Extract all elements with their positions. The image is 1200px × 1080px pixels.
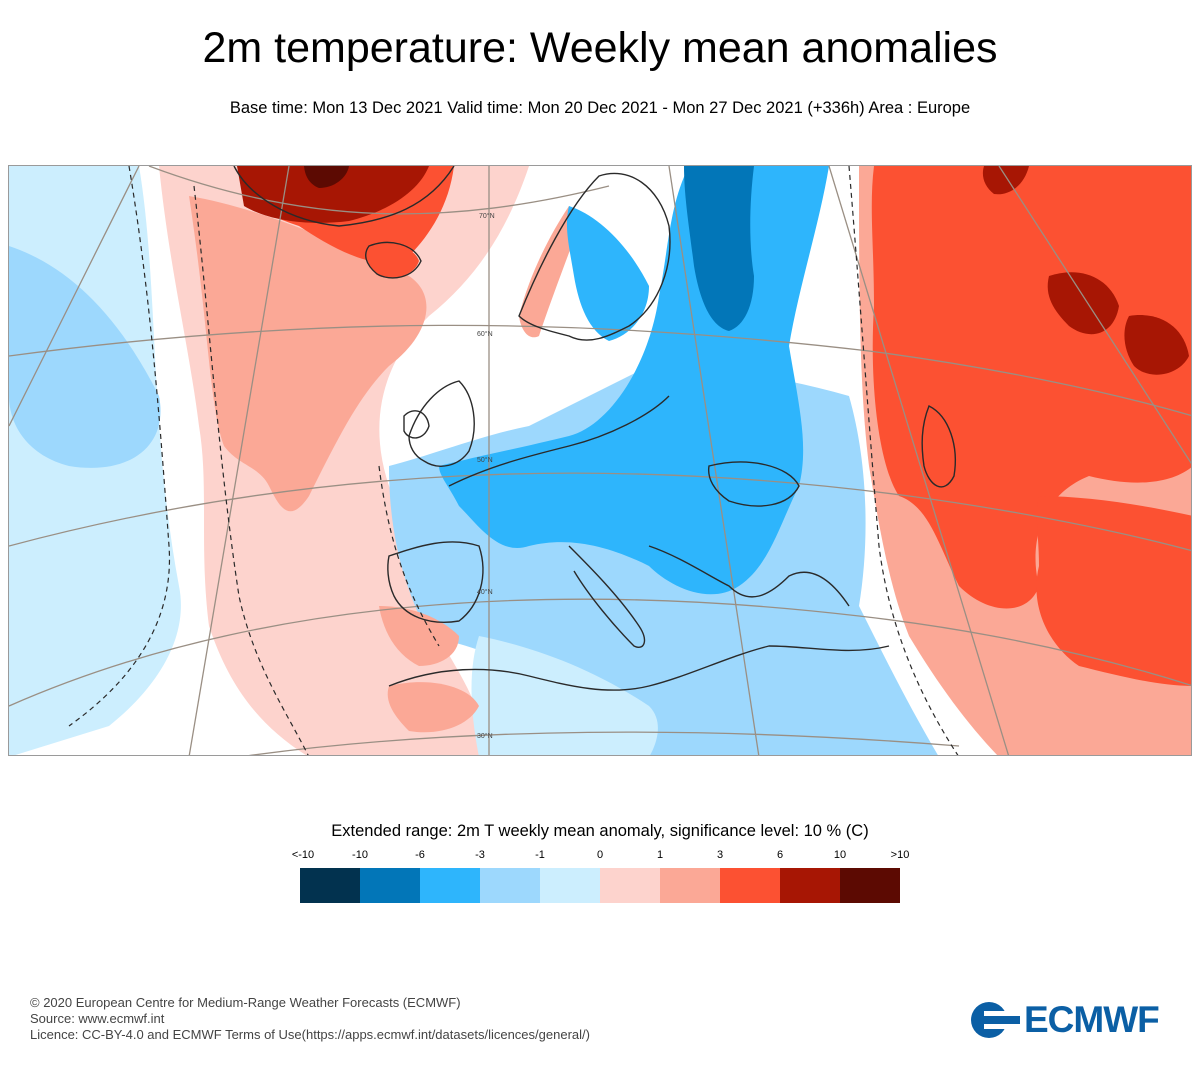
coastline-british-isles [408, 380, 475, 467]
legend-swatch [360, 868, 420, 903]
coastline-black-sea [707, 461, 800, 507]
coastline-ireland [403, 410, 430, 439]
longitude-line-6 [998, 166, 1191, 465]
longitude-line-3 [9, 166, 140, 427]
anomaly-region-middle-east-red [1036, 496, 1191, 686]
legend-swatch [480, 868, 540, 903]
coastline-greenland [233, 166, 455, 227]
legend-tick: -10 [352, 849, 368, 861]
legend-tick: -6 [415, 849, 425, 861]
legend-swatch [600, 868, 660, 903]
legend-tick: <-10 [291, 849, 315, 861]
anomaly-map: 70°N 60°N 50°N 40°N 30°N [8, 165, 1192, 756]
significance-contour-4 [848, 166, 959, 755]
anomaly-region-russia-darkblue [684, 166, 754, 331]
anomaly-region-russia-darkred-3 [982, 166, 1029, 195]
anomaly-region-greenland-west [9, 166, 112, 266]
legend-title: Extended range: 2m T weekly mean anomaly… [331, 822, 869, 840]
coastline-italy [568, 545, 646, 648]
legend-color-bar [300, 868, 900, 903]
ecmwf-logo-icon [971, 1002, 1020, 1038]
legend-swatch [840, 868, 900, 903]
lat-label-50n: 50°N [477, 456, 493, 464]
anomaly-region-russia-darkred-1 [1047, 272, 1119, 335]
ecmwf-logo-text: ECMWF [1024, 999, 1160, 1040]
latitude-line-70n [148, 166, 610, 215]
ecmwf-logo: ECMWF [970, 998, 1175, 1042]
lat-label-40n: 40°N [477, 588, 493, 596]
anomaly-region-atlantic-salmon [189, 196, 427, 512]
anomaly-region-north-africa [471, 636, 658, 755]
footer-copyright: © 2020 European Centre for Medium-Range … [30, 995, 461, 1010]
legend-swatch [540, 868, 600, 903]
legend-tick: 0 [596, 849, 604, 861]
latitude-line-60n [9, 324, 1191, 417]
longitude-line-2 [188, 166, 290, 755]
legend-tick: -1 [535, 849, 545, 861]
legend-tick: -3 [475, 849, 485, 861]
anomaly-region-russia-darkred-2 [1124, 315, 1189, 375]
legend-swatch [300, 868, 360, 903]
anomaly-region-norway-coast [519, 206, 579, 338]
coastline-balkans [648, 545, 850, 607]
chart-title: 2m temperature: Weekly mean anomalies [202, 24, 998, 72]
anomaly-region-greenland-darkred [237, 166, 429, 223]
coastline-north-africa [388, 645, 890, 691]
significance-contour-2 [193, 185, 309, 755]
legend-swatch [720, 868, 780, 903]
footer-licence: Licence: CC-BY-4.0 and ECMWF Terms of Us… [30, 1027, 590, 1042]
coastline-europe-north [448, 395, 670, 487]
longitude-line-4 [668, 166, 760, 755]
coastline-scandinavia [518, 172, 671, 341]
longitude-line-5 [828, 166, 1010, 755]
lat-label-60n: 60°N [477, 330, 493, 338]
footer-source: Source: www.ecmwf.int [30, 1011, 165, 1026]
copyright-footer: © 2020 European Centre for Medium-Range … [30, 995, 590, 1043]
significance-contour-3 [378, 465, 440, 647]
lat-label-70n: 70°N [479, 212, 495, 220]
legend-tick: 6 [776, 849, 784, 861]
lat-label-30n: 30°N [477, 732, 493, 740]
anomaly-region-morocco-pink [387, 682, 479, 733]
anomaly-region-labrador [9, 246, 161, 468]
latitude-line-40n [9, 598, 1191, 707]
anomaly-region-russia-red [871, 166, 1191, 609]
coastline-iceland [365, 241, 422, 279]
anomaly-region-iberia-pink [379, 606, 459, 666]
latitude-line-30n [248, 731, 960, 755]
coastline-iberia [387, 541, 484, 623]
coastline-caspian [921, 405, 956, 488]
legend-tick: 10 [833, 849, 847, 861]
latitude-line-50n [9, 472, 1191, 552]
legend-tick: 1 [656, 849, 664, 861]
legend-swatch [420, 868, 480, 903]
legend-swatch [660, 868, 720, 903]
anomaly-region-greenland-core [304, 166, 349, 188]
legend-tick: >10 [890, 849, 910, 861]
legend-ticks: <-10 -10 -6 -3 -1 0 1 3 6 10 >10 [292, 849, 910, 865]
legend-swatch [780, 868, 840, 903]
significance-contour-1 [68, 166, 171, 727]
anomaly-region-baltic-blue [566, 206, 649, 341]
legend-tick: 3 [716, 849, 724, 861]
anomaly-region-iceland [366, 244, 419, 278]
chart-subtitle: Base time: Mon 13 Dec 2021 Valid time: M… [229, 99, 971, 117]
